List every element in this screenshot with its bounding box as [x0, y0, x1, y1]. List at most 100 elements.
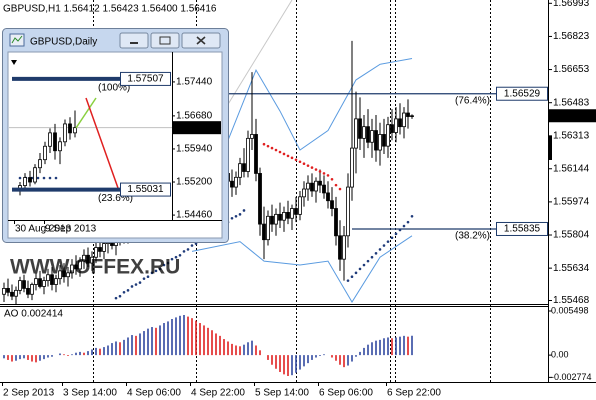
- candle-body: [374, 130, 378, 151]
- sar-dot: [166, 261, 170, 265]
- candle-body: [314, 180, 318, 192]
- candle-body: [48, 132, 52, 147]
- candle-body: [262, 223, 266, 241]
- window-icon-graph: [11, 35, 23, 44]
- x-tick-label: 3 Sep 14:00: [63, 388, 117, 399]
- candle-body: [394, 118, 398, 133]
- sar-dot: [274, 148, 278, 152]
- candle-body: [234, 176, 238, 188]
- sar-dot: [382, 244, 386, 247]
- candle-body: [58, 270, 62, 280]
- y-tick-label: 1.56680: [176, 111, 213, 122]
- sar-dot: [398, 228, 402, 232]
- x-tick-label: 2 Sep 2013: [3, 388, 55, 399]
- sar-dot: [374, 252, 378, 255]
- sar-dot: [330, 177, 334, 181]
- candle-body: [46, 274, 50, 282]
- y-tick-label: 1.55634: [553, 263, 590, 274]
- candle-body: [302, 188, 306, 198]
- fibo-level-label: (100%): [98, 83, 130, 94]
- sar-dot: [410, 215, 414, 218]
- x-tick-label: 5 Sep 14:00: [255, 388, 309, 399]
- sar-dot: [242, 209, 246, 212]
- shift-marker: [11, 60, 17, 65]
- x-tick-label: 6 Sep 22:00: [387, 388, 441, 399]
- sar-dot: [306, 164, 310, 167]
- fibo-level-label: (38.2%): [455, 231, 490, 242]
- candle-body: [270, 215, 274, 225]
- candle-body: [98, 247, 102, 252]
- sar-dot: [238, 213, 242, 216]
- sar-dot: [178, 253, 182, 257]
- sar-dot: [286, 154, 290, 158]
- envelope-line: [191, 57, 413, 178]
- candle-body: [54, 278, 58, 285]
- candle-body: [6, 288, 10, 293]
- candle-body: [358, 118, 362, 139]
- candle-body: [18, 280, 22, 291]
- candle-body: [378, 134, 382, 151]
- candle-body: [50, 274, 54, 285]
- sar-dot: [138, 281, 142, 284]
- last-price: 1.56416: [553, 110, 590, 121]
- sar-dot: [318, 170, 322, 173]
- candle-body: [382, 134, 386, 147]
- restore-button[interactable]: [150, 32, 180, 49]
- minimize-icon: [130, 42, 138, 44]
- sar-dot: [158, 267, 162, 271]
- minimize-button[interactable]: [119, 32, 149, 49]
- separators: [0, 0, 596, 383]
- candle-body: [58, 141, 62, 152]
- sar-dot: [146, 275, 150, 279]
- candle-body: [334, 208, 338, 237]
- y-tick-label: 1.57440: [176, 77, 213, 88]
- y-tick-label: 1.55468: [553, 295, 590, 306]
- sar-dot: [36, 176, 40, 180]
- candle-body: [14, 289, 18, 297]
- ao-panel: 0.005498 0.00 -0.002774 AO 0.002414: [3, 305, 592, 382]
- x-tick-label: 4 Sep 06:00: [127, 388, 181, 399]
- level-price-box: [496, 86, 548, 101]
- sar-dot: [402, 224, 406, 228]
- sar-dot: [162, 263, 166, 267]
- sar-dot: [350, 275, 354, 279]
- candle-body: [246, 137, 250, 172]
- candle-body: [63, 123, 67, 143]
- candle-body: [266, 215, 270, 241]
- candle-body: [322, 184, 326, 194]
- candle-body: [74, 264, 78, 270]
- sar-dot: [42, 176, 46, 180]
- sar-dot: [406, 220, 410, 224]
- x-tick-label: 6 Sep 06:00: [319, 388, 373, 399]
- candle-body: [398, 118, 402, 128]
- sar-dot: [298, 160, 302, 164]
- candle-body: [38, 278, 42, 287]
- candle-body: [230, 180, 234, 188]
- sar-dot: [362, 263, 366, 267]
- sar-dot: [262, 142, 266, 146]
- candle-body: [282, 212, 286, 221]
- sar-dot: [390, 236, 394, 240]
- sar-dot: [310, 166, 314, 169]
- candle-body: [53, 132, 57, 152]
- sar-dot: [338, 187, 342, 191]
- candle-body: [33, 167, 37, 183]
- sar-dot: [370, 255, 374, 259]
- candle-body: [23, 177, 27, 186]
- y-tick-label: 1.55940: [176, 144, 213, 155]
- ask-marker: [549, 136, 552, 160]
- candle-body: [82, 254, 86, 262]
- candle-body: [386, 124, 390, 147]
- chart-header: GBPUSD,H1 1.56412 1.56423 1.56400 1.5641…: [3, 4, 217, 15]
- candle-body: [86, 254, 90, 264]
- level-price: 1.55031: [127, 184, 164, 195]
- sar-dot: [18, 176, 22, 180]
- level-price-box: [120, 182, 171, 197]
- level-price: 1.57507: [127, 74, 164, 85]
- level-price: 1.55835: [504, 224, 541, 235]
- sar-dot: [290, 156, 294, 160]
- sar-dot: [386, 240, 390, 243]
- sar-dot: [278, 150, 282, 154]
- window-buttons: [119, 32, 221, 49]
- sar-dot: [230, 216, 234, 220]
